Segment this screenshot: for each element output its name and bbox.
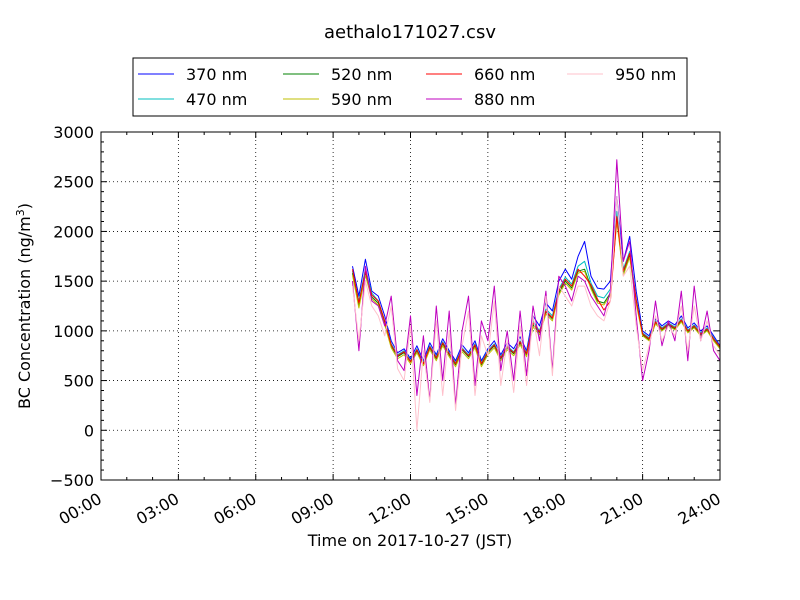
legend-items: 370 nm 470 nm 520 nm 590 nm 660 nm 880 nm 950 … <box>138 65 676 109</box>
legend-label: 950 nm <box>615 65 676 84</box>
legend: 370 nm 470 nm 520 nm 590 nm 660 nm 880 nm 950 … <box>132 57 688 117</box>
y-axis-label-main: BC Concentration (ng/m <box>15 216 34 409</box>
legend-label: 470 nm <box>186 90 247 109</box>
chart-title: aethalo171027.csv <box>324 22 496 43</box>
series-layer <box>352 159 721 431</box>
legend-label: 660 nm <box>474 65 535 84</box>
y-tick-label: −500 <box>50 471 94 490</box>
y-tick-labels: −500 0 500 1000 1500 2000 2500 3000 <box>50 123 94 490</box>
y-tick-label: 3000 <box>53 123 94 142</box>
plot-area <box>101 132 720 480</box>
y-tick-label: 1000 <box>53 322 94 341</box>
series-line-950-nm <box>352 196 721 431</box>
legend-box <box>132 57 688 117</box>
x-axis-label: Time on 2017-10-27 (JST) <box>307 531 512 550</box>
y-tick-label: 2000 <box>53 222 94 241</box>
legend-label: 520 nm <box>331 65 392 84</box>
plot-frame <box>100 131 721 481</box>
y-tick-label: 1500 <box>53 272 94 291</box>
legend-label: 880 nm <box>474 90 535 109</box>
y-tick-label: 2500 <box>53 173 94 192</box>
y-tick-label: 0 <box>84 421 94 440</box>
y-axis-label-close: ) <box>15 203 34 209</box>
y-axis-label-sup: 3 <box>14 209 27 216</box>
legend-label: 370 nm <box>186 65 247 84</box>
y-tick-label: 500 <box>63 372 94 391</box>
legend-label: 590 nm <box>331 90 392 109</box>
series-line-880-nm <box>352 159 721 406</box>
y-axis-label: BC Concentration (ng/m3) <box>14 203 34 409</box>
